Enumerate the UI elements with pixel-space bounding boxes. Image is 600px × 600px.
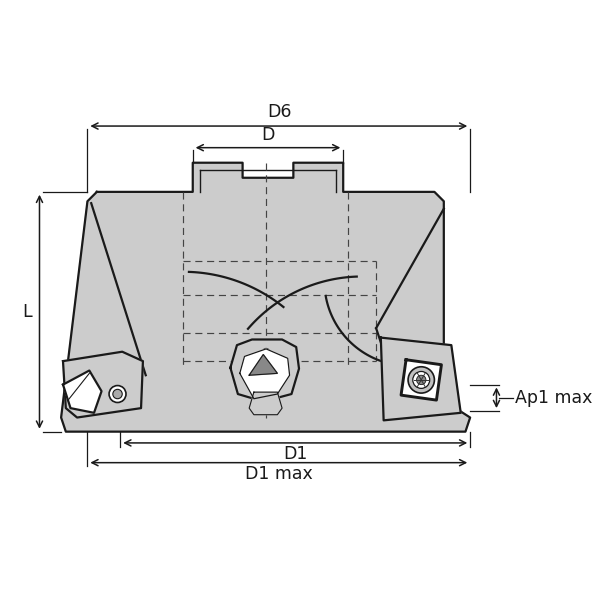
- Polygon shape: [249, 392, 282, 415]
- Circle shape: [109, 386, 126, 403]
- Circle shape: [416, 375, 426, 385]
- Text: L: L: [22, 303, 32, 321]
- Polygon shape: [63, 352, 143, 418]
- Polygon shape: [381, 338, 461, 421]
- Text: D1 max: D1 max: [245, 464, 313, 482]
- Circle shape: [263, 349, 269, 355]
- Polygon shape: [240, 349, 290, 399]
- Circle shape: [408, 367, 434, 393]
- Text: D1: D1: [283, 445, 307, 463]
- Polygon shape: [230, 340, 299, 401]
- Polygon shape: [63, 371, 101, 413]
- Polygon shape: [61, 163, 470, 431]
- Polygon shape: [401, 360, 442, 400]
- Text: D6: D6: [268, 103, 292, 121]
- Text: Ap1 max: Ap1 max: [515, 389, 593, 407]
- Circle shape: [413, 371, 430, 388]
- Circle shape: [113, 389, 122, 399]
- Text: D: D: [261, 126, 275, 144]
- Polygon shape: [249, 355, 277, 375]
- Circle shape: [259, 344, 274, 359]
